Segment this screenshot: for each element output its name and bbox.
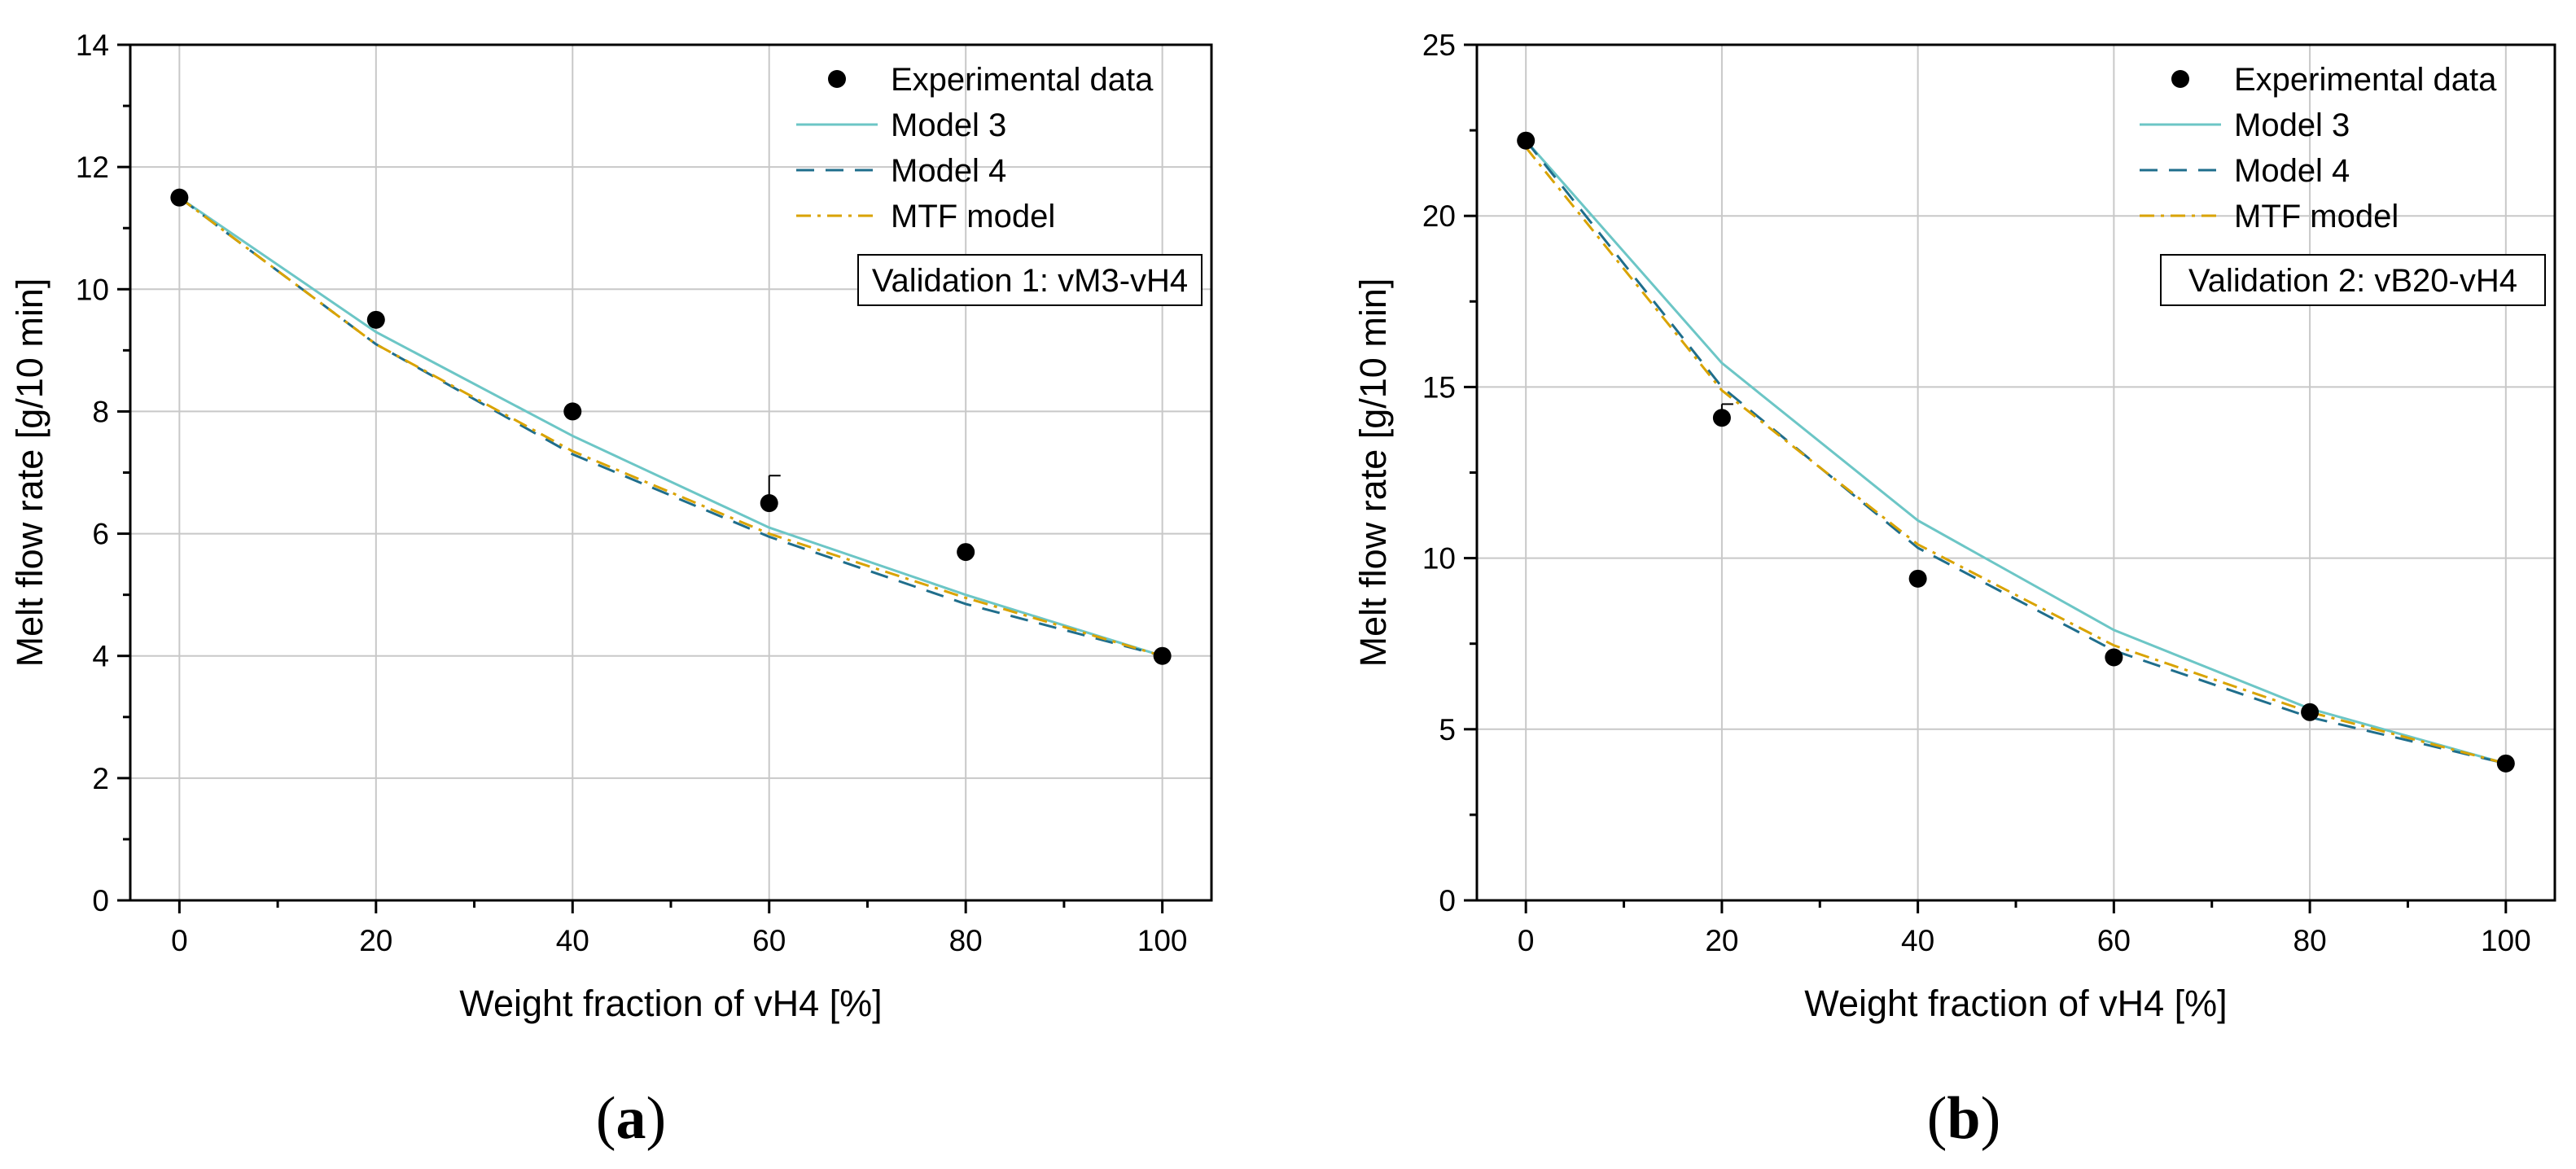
series-line-mtf-model: [1525, 147, 2507, 765]
panel-label-open-b: (: [1927, 1085, 1947, 1152]
y-axis-title-b: Melt flow rate [g/10 min]: [1352, 278, 1394, 668]
y-tick-label: 15: [1422, 370, 1456, 404]
x-tick-label: 40: [1901, 924, 1934, 957]
x-tick-label: 60: [752, 924, 786, 957]
annotation-text-a: Validation 1: vM3-vH4: [872, 263, 1188, 299]
panel-label-close-a: ): [646, 1085, 667, 1152]
series-line-model-3: [1525, 139, 2507, 765]
legend-swatch-marker: [2171, 70, 2189, 88]
y-tick-label: 0: [92, 884, 109, 917]
y-axis-title-a: Melt flow rate [g/10 min]: [9, 278, 50, 668]
data-point: [366, 310, 385, 329]
legend-entry-label: Experimental data: [891, 62, 1154, 98]
legend-entry-label: Model 4: [891, 153, 1006, 189]
y-tick-label: 4: [92, 640, 109, 673]
legend-entry-label: Model 4: [2234, 153, 2350, 189]
x-axis-title-b: Weight fraction of vH4 [%]: [1804, 983, 2227, 1024]
ticks-a: 0 20 40 60 80 100 0 2 4 6 8 10 12 14: [76, 28, 1188, 957]
series-line-model-3: [178, 196, 1163, 658]
x-tick-label: 100: [2481, 924, 2531, 957]
panel-label-b: (b): [1927, 1085, 2000, 1152]
x-tick-label: 0: [171, 924, 188, 957]
data-point: [2301, 703, 2320, 721]
series-line-model-4: [178, 196, 1163, 658]
x-tick-label: 20: [1705, 924, 1738, 957]
y-tick-label: 20: [1422, 199, 1456, 233]
series-line-model-4: [1525, 139, 2507, 765]
y-tick-label: 0: [1439, 884, 1456, 917]
panel-label-letter-a: a: [616, 1085, 646, 1152]
x-tick-label: 40: [556, 924, 589, 957]
y-tick-label: 8: [92, 395, 109, 428]
panel-label-open-a: (: [596, 1085, 616, 1152]
legend-entry-label: Model 3: [2234, 107, 2350, 143]
legend-entry-label: MTF model: [891, 199, 1055, 234]
y-tick-label: 12: [76, 151, 109, 184]
x-tick-label: 80: [2293, 924, 2327, 957]
x-tick-label: 80: [949, 924, 983, 957]
data-point: [170, 188, 189, 207]
y-tick-label: 10: [76, 273, 109, 306]
y-tick-label: 25: [1422, 28, 1456, 62]
legend-a: Experimental data Model 3 Model 4 MTF model: [796, 62, 1154, 234]
panel-label-letter-b: b: [1947, 1085, 1980, 1152]
y-tick-label: 10: [1422, 542, 1456, 576]
data-point: [1712, 409, 1731, 427]
x-axis-title-a: Weight fraction of vH4 [%]: [459, 983, 882, 1024]
data-point: [563, 402, 582, 421]
panel-label-a: (a): [596, 1085, 666, 1152]
y-tick-label: 6: [92, 518, 109, 551]
x-tick-label: 20: [359, 924, 392, 957]
data-point: [1517, 131, 1536, 150]
legend-swatch-marker: [828, 70, 846, 88]
legend-entry-label: Experimental data: [2234, 62, 2497, 98]
legend-entry-label: MTF model: [2234, 199, 2399, 234]
chart-panel-a: 0 20 40 60 80 100 0 2 4 6 8 10 12 14 Experimental dat…: [9, 28, 1213, 1152]
annotation-text-b: Validation 2: vB20-vH4: [2188, 263, 2517, 299]
annotation-box-b: Validation 2: vB20-vH4: [2160, 254, 2546, 306]
data-point: [1908, 569, 1927, 588]
series-b: [1517, 131, 2515, 773]
x-tick-label: 100: [1137, 924, 1188, 957]
data-point: [957, 543, 975, 562]
annotation-box-a: Validation 1: vM3-vH4: [857, 254, 1203, 306]
legend-b: Experimental data Model 3 Model 4 MTF model: [2140, 62, 2497, 234]
ticks-b: 0 20 40 60 80 100 0 5 10 15 20 25: [1422, 28, 2531, 957]
annotation-frame-b: [2160, 254, 2546, 306]
legend-entry-label: Model 3: [891, 107, 1006, 143]
chart-panel-b: 0 20 40 60 80 100 0 5 10 15 20 25 Experimental data…: [1352, 28, 2556, 1152]
data-point: [1153, 646, 1172, 665]
panel-label-close-b: ): [1981, 1085, 2001, 1152]
series-a: [170, 188, 1172, 665]
y-tick-label: 14: [76, 28, 109, 62]
x-tick-label: 0: [1518, 924, 1535, 957]
y-tick-label: 2: [92, 762, 109, 795]
annotation-frame-a: [857, 254, 1203, 306]
y-tick-label: 5: [1439, 713, 1456, 746]
data-point: [760, 494, 778, 513]
data-point: [2496, 754, 2515, 773]
x-tick-label: 60: [2097, 924, 2131, 957]
data-point: [2105, 648, 2123, 667]
